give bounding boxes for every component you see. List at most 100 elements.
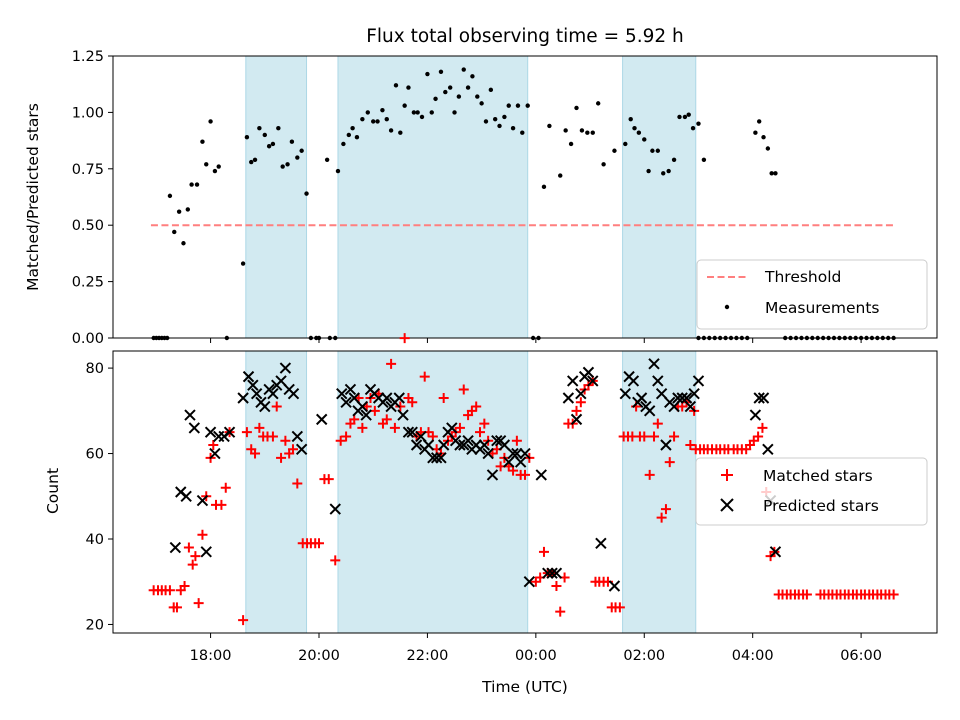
matched-star-marker (357, 422, 368, 433)
predicted-star-marker (676, 392, 688, 404)
measurement-point (488, 87, 494, 93)
measurement-point (756, 119, 762, 124)
measurement-point (270, 141, 276, 147)
measurement-point (479, 101, 484, 106)
predicted-star-marker (184, 409, 196, 421)
measurement-point (415, 110, 420, 115)
measurement-point (354, 135, 360, 140)
measurement-point (595, 101, 601, 106)
measurement-point (483, 119, 489, 124)
measurement-point (304, 191, 309, 196)
matched-star-marker (341, 431, 352, 442)
predicted-star-marker (430, 452, 443, 464)
predicted-star-marker (196, 494, 209, 507)
measurement-point (765, 146, 771, 151)
matched-star-marker (254, 422, 265, 433)
matched-star-marker (458, 384, 469, 395)
predicted-star-marker (648, 358, 660, 370)
predicted-star-marker (247, 379, 259, 391)
matched-star-marker (330, 555, 341, 566)
shaded-span (337, 55, 529, 339)
x-tick-label: 18:00 (190, 648, 232, 664)
predicted-star-marker (635, 392, 648, 404)
predicted-star-marker (627, 375, 640, 387)
bottom-legend: Matched stars Predicted stars (695, 457, 928, 526)
measurement-point (677, 114, 682, 120)
measurement-point (252, 157, 258, 162)
matched-star-marker (381, 414, 392, 425)
top-legend-box (696, 259, 928, 330)
predicted-star-marker (393, 392, 405, 404)
measurement-point (601, 162, 606, 167)
predicted-star-marker (570, 413, 583, 426)
measurement-point (324, 157, 330, 162)
top-plot-frame (112, 55, 938, 339)
legend-matched-label: Matched stars (763, 467, 873, 485)
measurement-point (266, 144, 272, 149)
measurement-point (461, 67, 466, 72)
measurement-point (295, 155, 300, 160)
measurement-point (240, 261, 246, 266)
measurement-point (696, 121, 701, 126)
measurement-point (402, 103, 407, 108)
predicted-star-marker (582, 366, 595, 379)
matched-star-marker (190, 551, 201, 562)
measurement-point (262, 132, 267, 138)
measurement-point (280, 164, 285, 169)
predicted-star-marker (356, 400, 369, 413)
matched-star-marker (475, 427, 486, 438)
top-panel: 0.00 0.25 0.50 0.75 1.00 1.25 Matched/Predict… (24, 49, 938, 347)
matched-star-marker (179, 581, 190, 591)
predicted-star-marker (435, 452, 447, 464)
top-x-ticks (210, 338, 862, 343)
measurement-point (176, 209, 182, 214)
measurement-point (541, 184, 547, 190)
predicted-star-marker (275, 375, 287, 387)
top-y-ticks: 0.00 0.25 0.50 0.75 1.00 1.25 (72, 49, 113, 347)
legend-measurements-swatch (724, 304, 730, 310)
measurement-point (558, 173, 563, 178)
measurement-point (438, 69, 444, 74)
x-tick-label: 02:00 (623, 648, 665, 664)
legend-measurements-label: Measurements (765, 299, 880, 317)
y-tick-label: 0.25 (72, 275, 104, 291)
shaded-span (622, 350, 697, 634)
matched-star-marker (164, 585, 175, 596)
measurement-point (346, 132, 352, 138)
predicted-star-marker (643, 405, 656, 417)
predicted-star-marker (295, 443, 308, 455)
matched-star-marker (614, 602, 625, 613)
measurement-point (547, 123, 552, 129)
bottom-plot-frame (112, 350, 938, 634)
predicted-star-marker (422, 439, 435, 451)
measurement-point (690, 125, 696, 131)
matched-star-marker (323, 474, 334, 485)
predicted-star-marker (595, 537, 607, 549)
predicted-star-marker (672, 392, 684, 404)
predicted-star-marker (336, 388, 348, 400)
predicted-star-marker (498, 439, 511, 451)
predicted-star-marker (250, 388, 263, 400)
matched-star-marker (419, 371, 430, 382)
chart-title: Flux total observing time = 5.92 h (366, 26, 684, 47)
shaded-span (245, 55, 308, 339)
measurement-point (655, 148, 661, 153)
y-tick-label: 0.75 (72, 162, 104, 178)
predicted-star-marker (546, 567, 558, 579)
measurement-point (510, 125, 516, 131)
measurement-point (642, 137, 647, 142)
measurement-point (216, 164, 221, 169)
x-tick-label: 04:00 (732, 648, 774, 664)
predicted-star-marker (762, 443, 774, 455)
measurement-point (360, 116, 365, 122)
predicted-star-marker (566, 375, 579, 387)
measurement-point (425, 71, 430, 77)
matched-star-marker (187, 559, 198, 570)
matched-star-marker (685, 440, 696, 450)
measurement-point (443, 89, 448, 95)
predicted-star-marker (519, 447, 531, 460)
legend-threshold-label: Threshold (764, 268, 841, 286)
matched-star-marker (193, 598, 204, 609)
bottom-y-axis-label: Count (44, 468, 62, 514)
measurement-point (200, 139, 205, 144)
